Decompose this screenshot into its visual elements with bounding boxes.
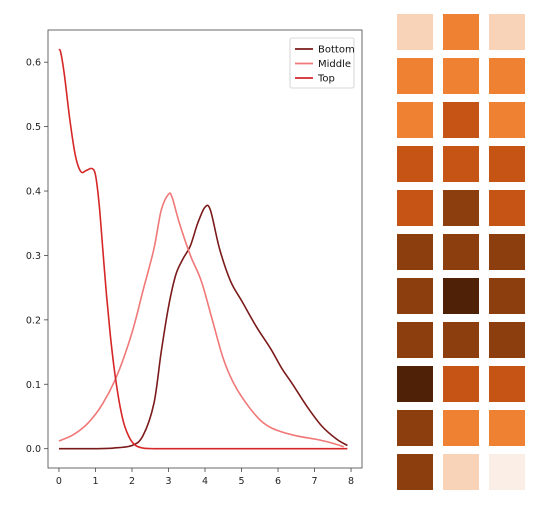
color-swatch — [397, 366, 433, 402]
x-tick-label: 3 — [165, 476, 171, 487]
color-swatch — [443, 278, 479, 314]
color-swatch — [397, 454, 433, 490]
color-swatch — [443, 14, 479, 50]
color-swatch — [397, 322, 433, 358]
color-swatch — [397, 410, 433, 446]
color-swatch — [489, 454, 525, 490]
color-swatch — [443, 454, 479, 490]
color-swatch — [489, 102, 525, 138]
series-line-top — [58, 48, 348, 450]
legend: Bottom Middle Top — [289, 37, 355, 89]
color-swatch — [489, 278, 525, 314]
y-tick-label: 0.6 — [26, 58, 41, 69]
color-swatch — [443, 234, 479, 270]
legend-label-top: Top — [317, 74, 335, 85]
color-swatch — [397, 190, 433, 226]
color-swatch — [397, 14, 433, 50]
color-swatch — [397, 58, 433, 94]
y-tick-label: 0.5 — [26, 122, 41, 133]
y-tick-label: 0.4 — [26, 187, 41, 198]
color-swatch — [443, 146, 479, 182]
legend-label-middle: Middle — [318, 59, 351, 70]
y-tick-label: 0.0 — [26, 444, 41, 455]
color-swatch — [443, 366, 479, 402]
x-tick-label: 7 — [312, 476, 318, 487]
plot-frame — [47, 29, 363, 469]
color-swatch — [489, 14, 525, 50]
y-tick-label: 0.2 — [26, 315, 41, 326]
color-swatch — [489, 58, 525, 94]
color-swatch — [489, 322, 525, 358]
color-swatch — [443, 322, 479, 358]
x-tick-label: 2 — [129, 476, 135, 487]
x-tick-label: 0 — [56, 476, 62, 487]
color-swatch — [443, 58, 479, 94]
x-axis: 0 1 2 3 4 5 6 7 8 — [56, 468, 354, 487]
color-swatch — [443, 410, 479, 446]
color-swatch — [443, 190, 479, 226]
color-swatch — [443, 102, 479, 138]
y-tick-label: 0.1 — [26, 380, 41, 391]
legend-label-bottom: Bottom — [318, 45, 355, 56]
y-tick-label: 0.3 — [26, 251, 41, 262]
color-swatch — [397, 146, 433, 182]
legend-box — [289, 37, 355, 89]
color-swatch — [397, 102, 433, 138]
color-swatch — [397, 278, 433, 314]
line-chart: 0.0 0.1 0.2 0.3 0.4 0.5 0.6 0 1 2 3 4 5 6 7 8 Bottom Mi… — [26, 29, 363, 487]
color-swatch — [489, 190, 525, 226]
color-swatch — [489, 366, 525, 402]
color-swatch — [397, 234, 433, 270]
x-tick-label: 8 — [348, 476, 354, 487]
series-layer — [58, 48, 348, 450]
y-axis: 0.0 0.1 0.2 0.3 0.4 0.5 0.6 — [26, 58, 48, 455]
series-line-bottom — [58, 204, 348, 450]
x-tick-label: 5 — [238, 476, 244, 487]
x-tick-label: 1 — [92, 476, 98, 487]
x-tick-label: 4 — [202, 476, 208, 487]
color-swatch — [489, 234, 525, 270]
x-tick-label: 6 — [275, 476, 281, 487]
color-swatch — [489, 146, 525, 182]
color-swatch — [489, 410, 525, 446]
